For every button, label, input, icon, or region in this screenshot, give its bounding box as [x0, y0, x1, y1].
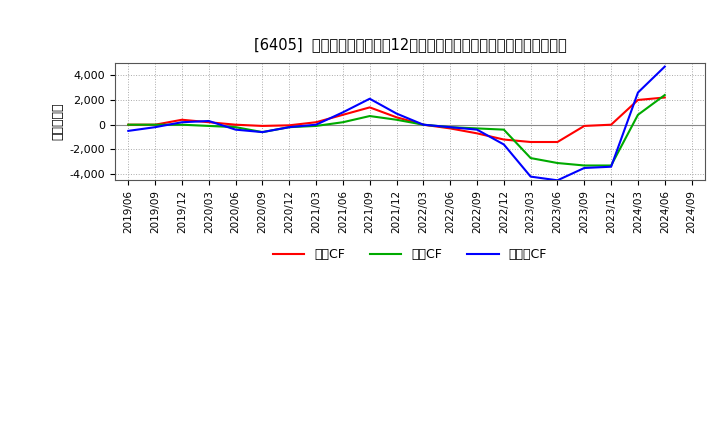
Line: フリーCF: フリーCF	[128, 66, 665, 180]
投資CF	[258, 129, 266, 135]
フリーCF	[500, 142, 508, 147]
営業CF	[178, 117, 186, 122]
投資CF	[204, 123, 213, 128]
投資CF	[285, 125, 294, 130]
フリーCF	[312, 122, 320, 127]
営業CF	[231, 122, 240, 127]
フリーCF	[124, 128, 132, 133]
営業CF	[338, 112, 347, 117]
営業CF	[526, 139, 535, 145]
フリーCF	[446, 125, 454, 130]
営業CF	[607, 122, 616, 127]
投資CF	[365, 114, 374, 119]
営業CF	[500, 137, 508, 142]
投資CF	[312, 123, 320, 128]
投資CF	[660, 92, 669, 98]
営業CF	[473, 131, 482, 136]
投資CF	[607, 163, 616, 168]
営業CF	[580, 123, 589, 128]
フリーCF	[178, 120, 186, 125]
Y-axis label: （百万円）: （百万円）	[51, 103, 64, 140]
フリーCF	[258, 129, 266, 135]
フリーCF	[365, 96, 374, 101]
営業CF	[150, 122, 159, 127]
フリーCF	[607, 164, 616, 169]
フリーCF	[150, 125, 159, 130]
投資CF	[500, 127, 508, 132]
投資CF	[231, 125, 240, 130]
投資CF	[580, 163, 589, 168]
営業CF	[419, 122, 428, 127]
投資CF	[150, 122, 159, 127]
フリーCF	[285, 125, 294, 130]
Line: 営業CF: 営業CF	[128, 98, 665, 142]
Title: [6405]  キャッシュフローの12か月移動合計の対前年同期増減額の推移: [6405] キャッシュフローの12か月移動合計の対前年同期増減額の推移	[253, 37, 567, 52]
投資CF	[473, 126, 482, 131]
営業CF	[285, 123, 294, 128]
投資CF	[526, 155, 535, 161]
Line: 投資CF: 投資CF	[128, 95, 665, 165]
フリーCF	[419, 122, 428, 127]
フリーCF	[526, 174, 535, 179]
フリーCF	[392, 111, 401, 116]
営業CF	[365, 105, 374, 110]
フリーCF	[473, 127, 482, 132]
投資CF	[392, 117, 401, 122]
フリーCF	[231, 127, 240, 132]
投資CF	[338, 120, 347, 125]
投資CF	[634, 112, 642, 117]
フリーCF	[553, 178, 562, 183]
営業CF	[258, 123, 266, 128]
営業CF	[660, 95, 669, 100]
投資CF	[124, 122, 132, 127]
営業CF	[312, 120, 320, 125]
営業CF	[634, 97, 642, 103]
営業CF	[446, 126, 454, 131]
フリーCF	[580, 165, 589, 171]
営業CF	[204, 120, 213, 125]
フリーCF	[634, 90, 642, 95]
営業CF	[124, 122, 132, 127]
フリーCF	[204, 118, 213, 124]
フリーCF	[660, 64, 669, 69]
投資CF	[178, 122, 186, 127]
営業CF	[392, 115, 401, 120]
Legend: 営業CF, 投資CF, フリーCF: 営業CF, 投資CF, フリーCF	[268, 243, 552, 266]
投資CF	[446, 125, 454, 130]
投資CF	[419, 122, 428, 127]
投資CF	[553, 160, 562, 165]
フリーCF	[338, 110, 347, 115]
営業CF	[553, 139, 562, 145]
